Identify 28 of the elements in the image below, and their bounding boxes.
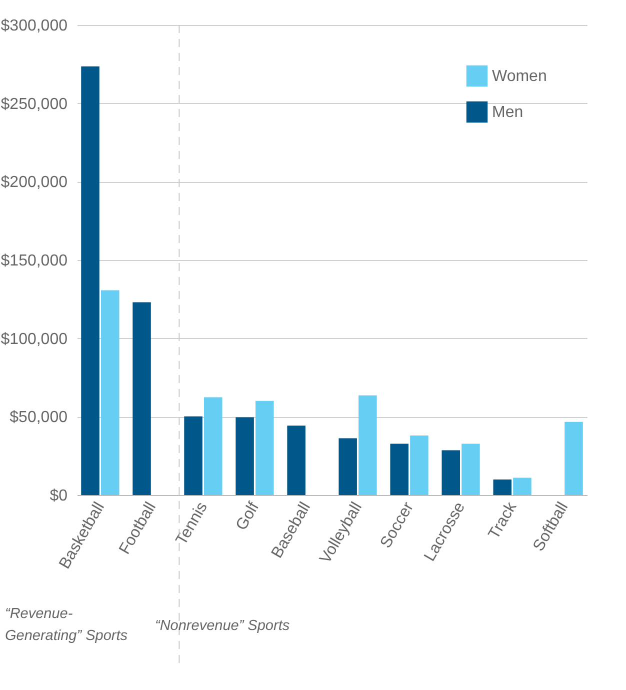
bar xyxy=(236,417,254,495)
bar xyxy=(100,290,120,495)
y-tick-label: $250,000 xyxy=(0,96,68,113)
bar xyxy=(442,450,460,495)
bar xyxy=(184,416,202,495)
bar xyxy=(338,438,357,495)
text: “Revenue-Generating” Sports xyxy=(5,606,128,644)
bar xyxy=(493,479,512,495)
y-tick-label: $100,000 xyxy=(0,330,68,348)
bar xyxy=(256,400,274,495)
legend-label: Women xyxy=(492,68,547,85)
text: “Nonrevenue” Sports xyxy=(155,618,290,634)
bar xyxy=(358,395,377,495)
bar xyxy=(513,478,532,495)
bar xyxy=(390,444,408,495)
bar xyxy=(410,435,428,495)
y-tick-label: $150,000 xyxy=(0,252,68,270)
bar xyxy=(204,397,222,495)
bar xyxy=(564,422,583,495)
y-tick-label: $300,000 xyxy=(0,18,68,34)
bar xyxy=(81,66,100,495)
y-tick-label: $50,000 xyxy=(10,409,68,426)
legend-label: Men xyxy=(492,104,524,121)
bar xyxy=(287,426,306,495)
bar xyxy=(462,444,480,495)
y-tick-label: $0 xyxy=(50,488,68,504)
y-tick-label: $200,000 xyxy=(0,174,68,192)
bar xyxy=(132,302,151,495)
